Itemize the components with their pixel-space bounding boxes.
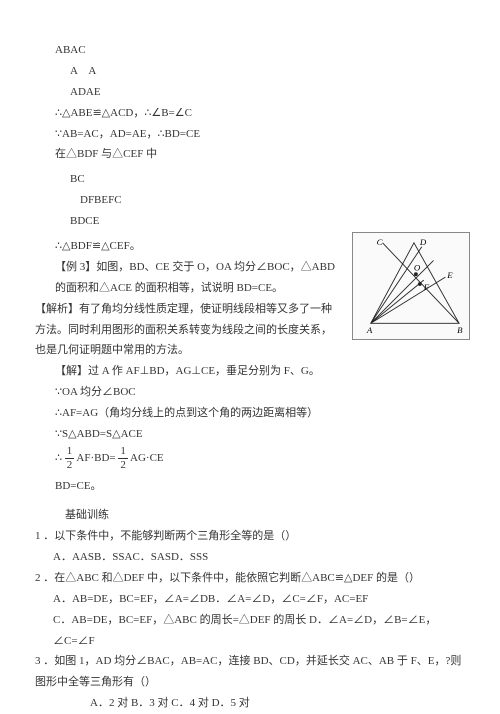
solve-head: 【解】 <box>55 365 88 377</box>
analysis-head: 【解析】 <box>35 303 79 315</box>
proof-line: ADAE <box>35 82 465 103</box>
proof-line: ∴AF=AG（角均分线上的点到这个角的两边距离相等） <box>35 403 465 424</box>
question: 2 ．在△ABC 和△DEF 中，以下条件中，能依照它判断△ABC≌△DEF 的… <box>35 568 465 589</box>
option-line: A．2 对 B．3 对 C．4 对 D．5 对 <box>35 693 465 714</box>
proof-line: ∵AB=AC，AD=AE，∴BD=CE <box>35 124 465 145</box>
svg-text:A: A <box>366 325 373 335</box>
therefore: ∴ <box>55 452 62 464</box>
option-line: C．AB=DE，BC=EF，△ABC 的周长=△DEF 的周长 D．∠A=∠D，… <box>35 610 465 652</box>
fraction: 1 2 <box>118 445 128 472</box>
proof-line: ∵OA 均分∠BOC <box>35 382 465 403</box>
frac-mid: AF·BD= <box>76 452 115 464</box>
analysis-body: 有了角均分线性质定理，使证明线段相等又多了一种方法。同时利用图形的面积关系转变为… <box>35 303 332 357</box>
numerator: 1 <box>65 445 75 459</box>
numerator: 1 <box>118 445 128 459</box>
geometry-figure: A B C D E F O <box>352 232 470 340</box>
denominator: 2 <box>65 459 75 472</box>
proof-line: ∴ 1 2 AF·BD= 1 2 AG·CE <box>35 445 465 472</box>
denominator: 2 <box>118 459 128 472</box>
question: 3 ．如图 1，AD 均分∠BAC，AB=AC，连接 BD、CD，并延长交 AC… <box>35 651 465 693</box>
proof-line: BDCE <box>35 211 465 232</box>
proof-line: DFBEFC <box>35 190 465 211</box>
solve-body: 过 A 作 AF⊥BD，AG⊥CE，垂足分别为 F、G。 <box>88 365 320 377</box>
svg-text:E: E <box>446 270 453 280</box>
proof-line: 在△BDF 与△CEF 中 <box>35 144 465 165</box>
proof-line: ∵S△ABD=S△ACE <box>35 424 465 445</box>
question: 1 ．以下条件中，不能够判断两个三角形全等的是（） <box>35 526 465 547</box>
proof-line: BC <box>35 169 465 190</box>
fraction: 1 2 <box>65 445 75 472</box>
option-line: A．AASB．SSAC．SASD．SSS <box>35 547 465 568</box>
proof-block: ABAC A A ADAE ∴△ABE≌△ACD，∴∠B=∠C ∵AB=AC，A… <box>35 40 465 257</box>
option-line: A．AB=DE，BC=EF，∠A=∠DB．∠A=∠D，∠C=∠F，AC=EF <box>35 589 465 610</box>
solve: 【解】过 A 作 AF⊥BD，AG⊥CE，垂足分别为 F、G。 <box>35 361 465 382</box>
svg-text:C: C <box>377 237 383 247</box>
svg-text:D: D <box>419 237 427 247</box>
svg-text:B: B <box>457 325 463 335</box>
svg-text:F: F <box>423 282 430 292</box>
proof-line: BD=CE。 <box>35 476 465 497</box>
section-title: 基础训练 <box>35 505 465 526</box>
training-block: 基础训练 1 ．以下条件中，不能够判断两个三角形全等的是（） A．AASB．SS… <box>35 505 465 714</box>
proof-line: ABAC <box>35 40 465 61</box>
svg-text:O: O <box>414 262 421 272</box>
frac-tail: AG·CE <box>130 452 164 464</box>
proof-line: A A <box>35 61 465 82</box>
proof-line: ∴△ABE≌△ACD，∴∠B=∠C <box>35 103 465 124</box>
